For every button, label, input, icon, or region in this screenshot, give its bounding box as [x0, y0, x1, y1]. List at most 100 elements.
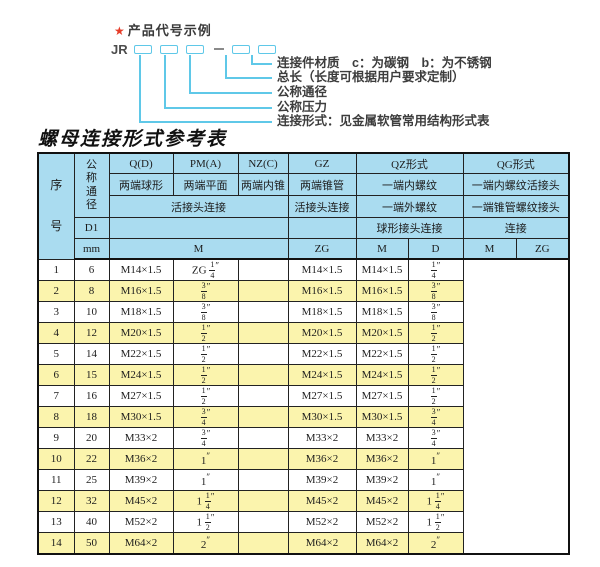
connector-line-horizontal — [139, 121, 272, 123]
cell-m: M52×2 — [108, 511, 174, 533]
cell-zg: 1 2 ″ — [172, 343, 239, 365]
table-row: 12 32 M45×2 1 1 4 ″ M45×2 M45×2 1 1 4 ″ — [37, 490, 569, 512]
table-title: 螺母连接形式参考表 — [38, 129, 228, 150]
cell-qg-m: M24×1.5 — [355, 364, 409, 386]
cell-dn: 22 — [73, 448, 110, 470]
header-qz-desc3: 球形接头连接 — [355, 217, 464, 239]
cell-dn: 10 — [73, 301, 110, 323]
cell-qg-m: M45×2 — [355, 490, 409, 512]
cell-qz-m — [237, 427, 289, 449]
header-qz-m: M — [355, 238, 409, 260]
cell-dn: 15 — [73, 364, 110, 386]
cell-dn: 20 — [73, 427, 110, 449]
cell-qz-m — [237, 406, 289, 428]
cell-zg: 3 8 ″ — [172, 301, 239, 323]
cell-qz-m — [237, 511, 289, 533]
header-qz-group: QZ形式 — [355, 152, 464, 174]
cell-qz-m — [237, 322, 289, 344]
inch-mark: ″ — [436, 365, 441, 376]
cell-qz-m — [237, 469, 289, 491]
inch-mark: ″ — [436, 386, 441, 397]
cell-zg: 1 2 ″ — [172, 364, 239, 386]
cell-qz-d: M24×1.5 — [287, 364, 357, 386]
code-prefix: JR — [111, 41, 128, 57]
cell-qz-d: M45×2 — [287, 490, 357, 512]
code-box-3 — [185, 44, 204, 54]
header-qz-desc1: 一端内螺纹 — [355, 173, 464, 196]
code-box-1 — [133, 44, 152, 54]
cell-qg-m: M14×1.5 — [355, 258, 409, 281]
header-qg-desc1: 一端内螺纹活接头 — [462, 173, 570, 196]
cell-qg-m: M18×1.5 — [355, 301, 409, 323]
inch-mark: ″ — [206, 535, 211, 545]
cell-qz-d: M39×2 — [287, 469, 357, 491]
cell-qg-zg: 1 2 ″ — [407, 343, 464, 365]
code-box-4 — [231, 44, 250, 54]
cell-serial: 9 — [37, 427, 75, 449]
cell-qg-zg: 2″ — [407, 532, 464, 555]
header-qg-desc3: 连接 — [462, 217, 570, 239]
table-row: 1 6 M14×1.5 ZG 1 4 ″ M14×1.5 M14×1.5 1 4 ″ — [37, 258, 569, 281]
table-row: 11 25 M39×2 1″ M39×2 M39×2 1″ — [37, 469, 569, 491]
cell-qg-m: M30×1.5 — [355, 406, 409, 428]
cell-qg-zg: 1 2 ″ — [407, 385, 464, 407]
header-zg-gz: ZG — [287, 238, 357, 260]
cell-zg: 1 2 ″ — [172, 322, 239, 344]
cell-dn: 12 — [73, 322, 110, 344]
cell-qz-d: M52×2 — [287, 511, 357, 533]
cell-m: M14×1.5 — [108, 258, 174, 281]
inch-mark: ″ — [206, 386, 211, 397]
table-row: 6 15 M24×1.5 1 2 ″ M24×1.5 M24×1.5 1 2 ″ — [37, 364, 569, 386]
cell-qz-d: M14×1.5 — [287, 258, 357, 281]
cell-qg-m: M16×1.5 — [355, 280, 409, 302]
cell-dn: 8 — [73, 280, 110, 302]
connector-line-horizontal — [189, 92, 272, 94]
table-row: 10 22 M36×2 1″ M36×2 M36×2 1″ — [37, 448, 569, 470]
connector-line-vertical — [164, 55, 166, 108]
inch-mark: ″ — [215, 260, 220, 271]
diagram-label: 连接形式：见金属软管常用结构形式表 — [277, 114, 490, 128]
inch-mark: ″ — [436, 407, 441, 418]
inch-mark: ″ — [206, 323, 211, 334]
header-nz: NZ(C) — [237, 152, 289, 174]
cell-qz-m — [237, 301, 289, 323]
inch-mark: ″ — [206, 344, 211, 355]
cell-serial: 14 — [37, 532, 75, 555]
connector-line-vertical — [225, 55, 227, 78]
cell-dn: 6 — [73, 258, 110, 281]
cell-qg-m: M64×2 — [355, 532, 409, 555]
header-m-left: M — [108, 238, 289, 260]
cell-qg-zg: 3 8 ″ — [407, 301, 464, 323]
inch-mark: ″ — [206, 365, 211, 376]
cell-qg-m: M27×1.5 — [355, 385, 409, 407]
inch-mark: ″ — [436, 344, 441, 355]
cell-serial: 13 — [37, 511, 75, 533]
cell-qg-m: M20×1.5 — [355, 322, 409, 344]
header-mm: mm — [73, 238, 110, 260]
cell-qz-d: M36×2 — [287, 448, 357, 470]
cell-qz-m — [237, 448, 289, 470]
inch-mark: ″ — [206, 407, 211, 418]
cell-qz-d: M22×1.5 — [287, 343, 357, 365]
cell-serial: 3 — [37, 301, 75, 323]
cell-serial: 1 — [37, 258, 75, 281]
table-row: 2 8 M16×1.5 3 8 ″ M16×1.5 M16×1.5 3 8 ″ — [37, 280, 569, 302]
cell-qg-m: M52×2 — [355, 511, 409, 533]
header-qg-m: M — [462, 238, 517, 260]
cell-dn: 16 — [73, 385, 110, 407]
cell-dn: 14 — [73, 343, 110, 365]
cell-serial: 10 — [37, 448, 75, 470]
cell-serial: 11 — [37, 469, 75, 491]
cell-m: M36×2 — [108, 448, 174, 470]
